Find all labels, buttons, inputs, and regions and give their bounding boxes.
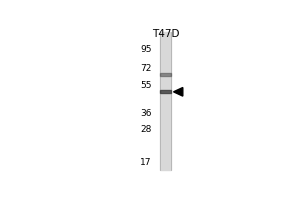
Text: 17: 17 [140,158,152,167]
Polygon shape [173,88,183,96]
Bar [160,32,171,170]
Text: 28: 28 [140,125,152,134]
Text: 72: 72 [140,64,152,73]
Bar [160,90,171,93]
Text: T47D: T47D [152,29,179,39]
Text: 55: 55 [140,81,152,90]
Bar [160,73,171,76]
Text: 95: 95 [140,45,152,54]
Text: 36: 36 [140,109,152,118]
